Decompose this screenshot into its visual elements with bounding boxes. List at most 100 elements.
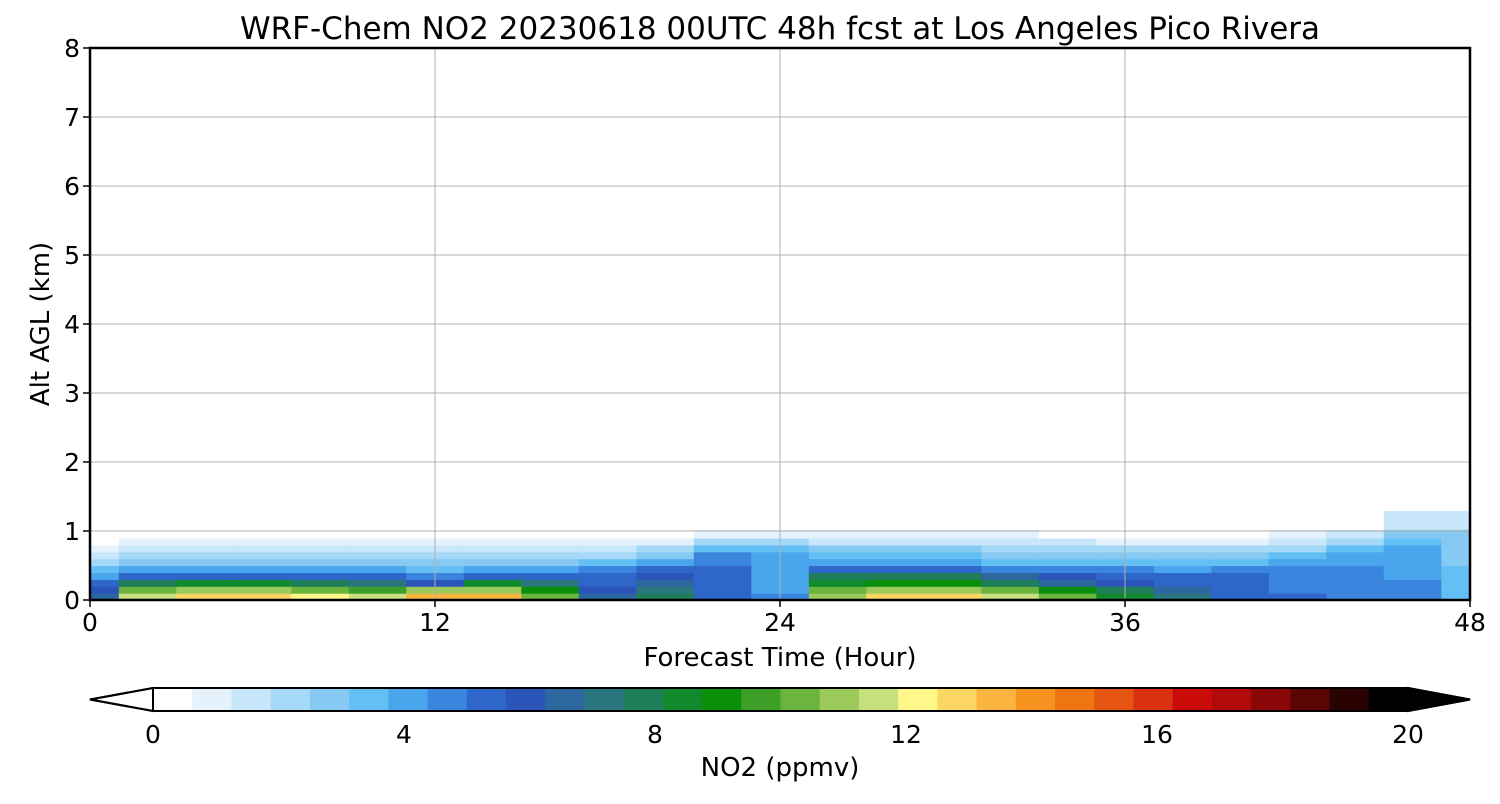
heatmap-cell: [118, 510, 177, 530]
heatmap-cell: [1268, 48, 1327, 153]
heatmap-cell: [1441, 572, 1470, 580]
heatmap-cell: [176, 324, 235, 429]
heatmap-cell: [1383, 479, 1442, 511]
heatmap-cell: [923, 427, 982, 480]
heatmap-cell: [693, 558, 752, 567]
heatmap-cell: [636, 579, 695, 587]
heatmap-cell: [636, 544, 695, 553]
heatmap-cell: [348, 537, 407, 546]
heatmap-cell: [636, 324, 695, 429]
heatmap-cell: [521, 537, 580, 546]
heatmap-cell: [291, 572, 350, 580]
heatmap-cell: [923, 579, 982, 587]
heatmap-cell: [981, 579, 1040, 587]
heatmap-cell: [693, 529, 752, 539]
heatmap-cell: [1383, 544, 1442, 553]
heatmap-cell: [291, 558, 350, 567]
heatmap-cell: [1383, 593, 1442, 600]
colorbar-tick-label: 16: [1141, 720, 1173, 749]
heatmap-cell: [348, 510, 407, 530]
heatmap-cell: [1441, 551, 1470, 560]
heatmap-cell: [1153, 479, 1212, 511]
heatmap-cell: [348, 572, 407, 580]
heatmap-cell: [90, 324, 120, 429]
heatmap-cell: [521, 479, 580, 511]
heatmap-cell: [981, 572, 1040, 580]
heatmap-cell: [1441, 48, 1470, 153]
heatmap-cell: [90, 510, 120, 530]
heatmap-cell: [1441, 593, 1470, 600]
heatmap-cell: [1211, 558, 1270, 567]
y-tick-label: 8: [64, 34, 80, 63]
heatmap-cell: [233, 324, 292, 429]
heatmap-cell: [1211, 579, 1270, 587]
heatmap-cell: [463, 579, 522, 587]
heatmap-cell: [90, 586, 120, 594]
heatmap-cell: [1153, 324, 1212, 429]
heatmap-cell: [866, 479, 925, 511]
heatmap-cell: [90, 551, 120, 560]
heatmap-cell: [1326, 593, 1385, 600]
heatmap-cell: [1383, 579, 1442, 587]
heatmap-cell: [923, 586, 982, 594]
heatmap-cell: [1153, 551, 1212, 560]
heatmap-cell: [118, 529, 177, 539]
y-tick-label: 1: [64, 517, 80, 546]
heatmap-cell: [1211, 427, 1270, 480]
heatmap-cell: [176, 558, 235, 567]
heatmap-cell: [118, 151, 177, 325]
heatmap-cell: [808, 544, 867, 553]
x-tick-label: 36: [1109, 608, 1141, 637]
colorbar-swatch: [309, 688, 350, 711]
heatmap-cell: [118, 565, 177, 573]
chart-title: WRF-Chem NO2 20230618 00UTC 48h fcst at …: [240, 11, 1320, 47]
heatmap-cell: [348, 593, 407, 600]
heatmap-cell: [866, 565, 925, 573]
heatmap-cell: [176, 48, 235, 153]
heatmap-cell: [1326, 324, 1385, 429]
heatmap-cell: [1038, 48, 1097, 153]
heatmap-cell: [1441, 510, 1470, 530]
heatmap-cell: [578, 479, 637, 511]
colorbar-swatch: [1290, 688, 1331, 711]
heatmap-cell: [578, 510, 637, 530]
colorbar-swatch: [780, 688, 821, 711]
heatmap-cell: [463, 551, 522, 560]
heatmap-cell: [1383, 510, 1442, 530]
heatmap-cell: [1326, 572, 1385, 580]
heatmap-cell: [118, 586, 177, 594]
heatmap-cell: [118, 537, 177, 546]
heatmap-cell: [90, 572, 120, 580]
heatmap-cell: [808, 324, 867, 429]
heatmap-cell: [348, 151, 407, 325]
heatmap-cell: [233, 558, 292, 567]
heatmap-cell: [291, 510, 350, 530]
heatmap-cell: [1038, 565, 1097, 573]
heatmap-cell: [981, 565, 1040, 573]
heatmap-cell: [1038, 427, 1097, 480]
heatmap-cell: [291, 537, 350, 546]
heatmap-cell: [1441, 558, 1470, 567]
colorbar-swatch: [623, 688, 664, 711]
heatmap-cell: [1326, 544, 1385, 553]
heatmap-cell: [521, 544, 580, 553]
heatmap-cell: [1441, 544, 1470, 553]
heatmap-cell: [923, 529, 982, 539]
heatmap-cell: [348, 579, 407, 587]
heatmap-cell: [1383, 586, 1442, 594]
heatmap-cell: [233, 427, 292, 480]
heatmap-cell: [981, 151, 1040, 325]
heatmap-cell: [578, 537, 637, 546]
heatmap-cell: [1211, 510, 1270, 530]
heatmap-cell: [233, 572, 292, 580]
heatmap-cell: [1441, 529, 1470, 539]
heatmap-cell: [176, 427, 235, 480]
heatmap-cell: [118, 324, 177, 429]
heatmap-cell: [1211, 529, 1270, 539]
heatmap-cell: [981, 324, 1040, 429]
heatmap-cell: [90, 479, 120, 511]
heatmap-cell: [866, 579, 925, 587]
heatmap-cell: [1326, 558, 1385, 567]
heatmap-cell: [118, 544, 177, 553]
colorbar-swatch: [231, 688, 272, 711]
